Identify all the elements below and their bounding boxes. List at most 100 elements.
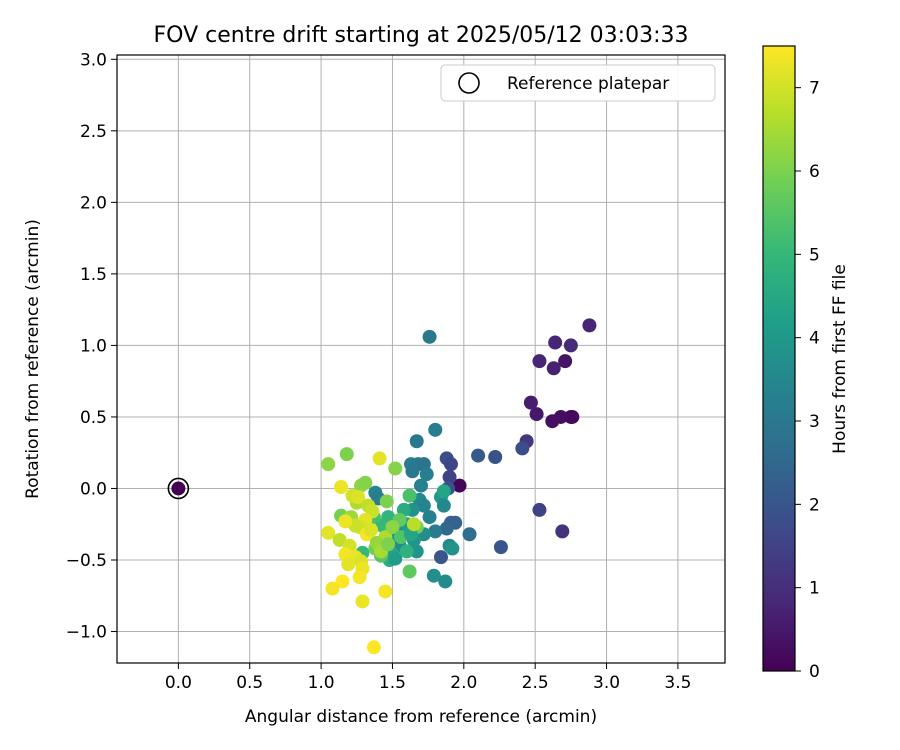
colorbar-tick-label: 7	[809, 79, 820, 99]
x-tick-label: 1.5	[379, 673, 406, 693]
y-tick-label: 0.5	[80, 408, 107, 428]
scatter-point	[409, 434, 424, 449]
x-tick-label: 0.5	[236, 673, 263, 693]
x-axis-label: Angular distance from reference (arcmin)	[245, 707, 597, 727]
scatter-point	[433, 550, 448, 565]
scatter-point	[445, 541, 460, 556]
scatter-point	[325, 581, 340, 596]
colorbar: 0 1 2 3 4 5 6 7 Hours from first FF file	[762, 45, 850, 682]
scatter-point	[565, 409, 580, 424]
scatter-point	[488, 449, 503, 464]
scatter-point	[529, 407, 544, 422]
y-tick-label: 0.0	[80, 479, 107, 499]
scatter-point	[381, 537, 396, 552]
reference-marker	[167, 477, 190, 500]
scatter-point	[436, 498, 451, 513]
scatter-point	[558, 354, 573, 369]
scatter-point	[515, 441, 530, 456]
scatter-point	[563, 338, 578, 353]
colorbar-tick-label: 0	[809, 662, 820, 682]
x-tick-label: 2.5	[522, 673, 549, 693]
scatter-point	[419, 467, 434, 482]
scatter-point	[402, 488, 417, 503]
scatter-point	[402, 564, 417, 579]
y-axis-label: Rotation from reference (arcmin)	[23, 219, 43, 499]
scatter-point	[355, 594, 370, 609]
scatter-point	[385, 520, 400, 535]
legend: Reference platepar	[440, 64, 716, 102]
y-tick-label: 2.0	[80, 193, 107, 213]
scatter-point	[351, 490, 366, 505]
scatter-point	[426, 568, 441, 583]
plot-axes: 0.0 0.5 1.0 1.5 2.0 2.5 3.0 3.5 −1.0 −0.5 0.0 0.5 1…	[66, 50, 726, 693]
scatter-point	[442, 470, 457, 485]
scatter-point	[582, 318, 597, 333]
scatter-point	[388, 551, 403, 566]
legend-box	[440, 64, 716, 102]
scatter-point	[548, 335, 563, 350]
scatter-point	[352, 570, 367, 585]
scatter-point	[428, 422, 443, 437]
scatter-point	[532, 354, 547, 369]
scatter-point	[443, 457, 458, 472]
scatter-point	[422, 329, 437, 344]
scatter-point	[439, 521, 454, 536]
scatter-point	[341, 557, 356, 572]
y-tick-label: 1.5	[80, 265, 107, 285]
colorbar-frame	[762, 45, 796, 672]
scatter-point	[471, 448, 486, 463]
scatter-point	[532, 502, 547, 517]
scatter-point	[414, 478, 428, 493]
scatter-point	[399, 544, 414, 559]
scatter-point	[452, 478, 467, 493]
colorbar-tick-label: 3	[809, 412, 820, 432]
scatter-points	[167, 318, 597, 655]
scatter-point	[171, 481, 186, 496]
scatter-point	[358, 475, 373, 490]
scatter-point	[428, 524, 443, 539]
scatter-point	[388, 461, 403, 476]
colorbar-tick-label: 4	[809, 329, 820, 349]
scatter-point	[555, 524, 570, 539]
x-ticks: 0.0 0.5 1.0 1.5 2.0 2.5 3.0 3.5	[165, 663, 691, 693]
x-tick-label: 3.0	[593, 673, 620, 693]
colorbar-tick-label: 5	[809, 245, 820, 265]
y-tick-label: 3.0	[80, 50, 107, 70]
scatter-point	[338, 514, 353, 529]
y-tick-label: −0.5	[66, 551, 107, 571]
scatter-point	[493, 540, 508, 555]
legend-label: Reference platepar	[507, 74, 669, 94]
legend-marker-icon	[458, 72, 480, 94]
scatter-point	[379, 494, 394, 509]
x-tick-label: 2.0	[450, 673, 477, 693]
colorbar-gradient	[763, 46, 795, 671]
scatter-point	[462, 527, 477, 542]
colorbar-label: Hours from first FF file	[830, 264, 850, 454]
scatter-point	[335, 574, 350, 589]
axes-frame	[116, 54, 726, 664]
colorbar-tick-label: 6	[809, 162, 820, 182]
scatter-point	[378, 584, 393, 599]
scatter-point	[406, 517, 421, 532]
y-tick-label: 2.5	[80, 122, 107, 142]
scatter-point	[339, 447, 354, 462]
chart-title: FOV centre drift starting at 2025/05/12 …	[154, 23, 689, 48]
scatter-point	[405, 464, 420, 479]
y-tick-label: −1.0	[66, 623, 107, 643]
scatter-point	[334, 480, 349, 495]
scatter-point	[523, 395, 538, 410]
scatter-point	[545, 414, 560, 429]
scatter-point	[366, 640, 381, 655]
scatter-point	[321, 525, 336, 540]
scatter-point	[416, 498, 431, 513]
x-tick-label: 1.0	[308, 673, 335, 693]
scatter-point	[436, 484, 451, 499]
scatter-point	[364, 522, 379, 537]
colorbar-ticks: 0 1 2 3 4 5 6 7	[795, 79, 820, 682]
scatter-point	[409, 544, 424, 559]
scatter-point	[422, 510, 437, 525]
scatter-point	[372, 451, 387, 466]
scatter-point	[546, 361, 561, 376]
